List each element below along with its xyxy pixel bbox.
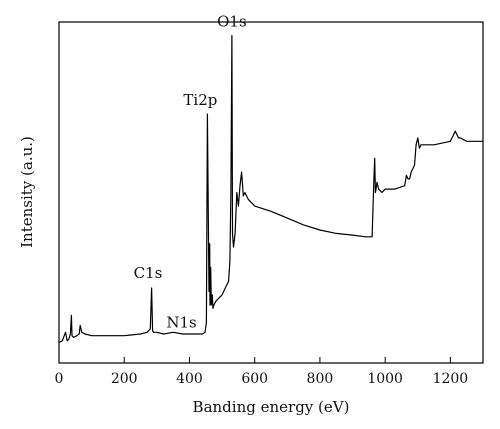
peak-label-c1s: C1s — [134, 264, 163, 282]
peak-label-ti2p: Ti2p — [183, 91, 217, 109]
y-axis-title: Intensity (a.u.) — [18, 136, 36, 248]
peak-label-o1s: O1s — [217, 13, 247, 31]
x-tick-label-200: 200 — [111, 371, 138, 387]
x-axis-ticks — [58, 357, 451, 363]
plot-frame — [58, 21, 484, 364]
x-tick-label-1000: 1000 — [367, 371, 403, 387]
x-axis-tick-labels: 0 200 400 600 800 1000 1200 — [55, 371, 469, 387]
peak-label-n1s: N1s — [166, 313, 196, 331]
x-tick-label-400: 400 — [176, 371, 203, 387]
x-tick-label-0: 0 — [55, 371, 64, 387]
spectrum-line — [58, 35, 483, 344]
x-tick-label-600: 600 — [241, 371, 268, 387]
x-tick-label-1200: 1200 — [433, 371, 469, 387]
x-axis-title: Banding energy (eV) — [193, 398, 350, 416]
peak-labels: C1s N1s Ti2p O1s — [134, 13, 247, 332]
x-tick-label-800: 800 — [307, 371, 334, 387]
